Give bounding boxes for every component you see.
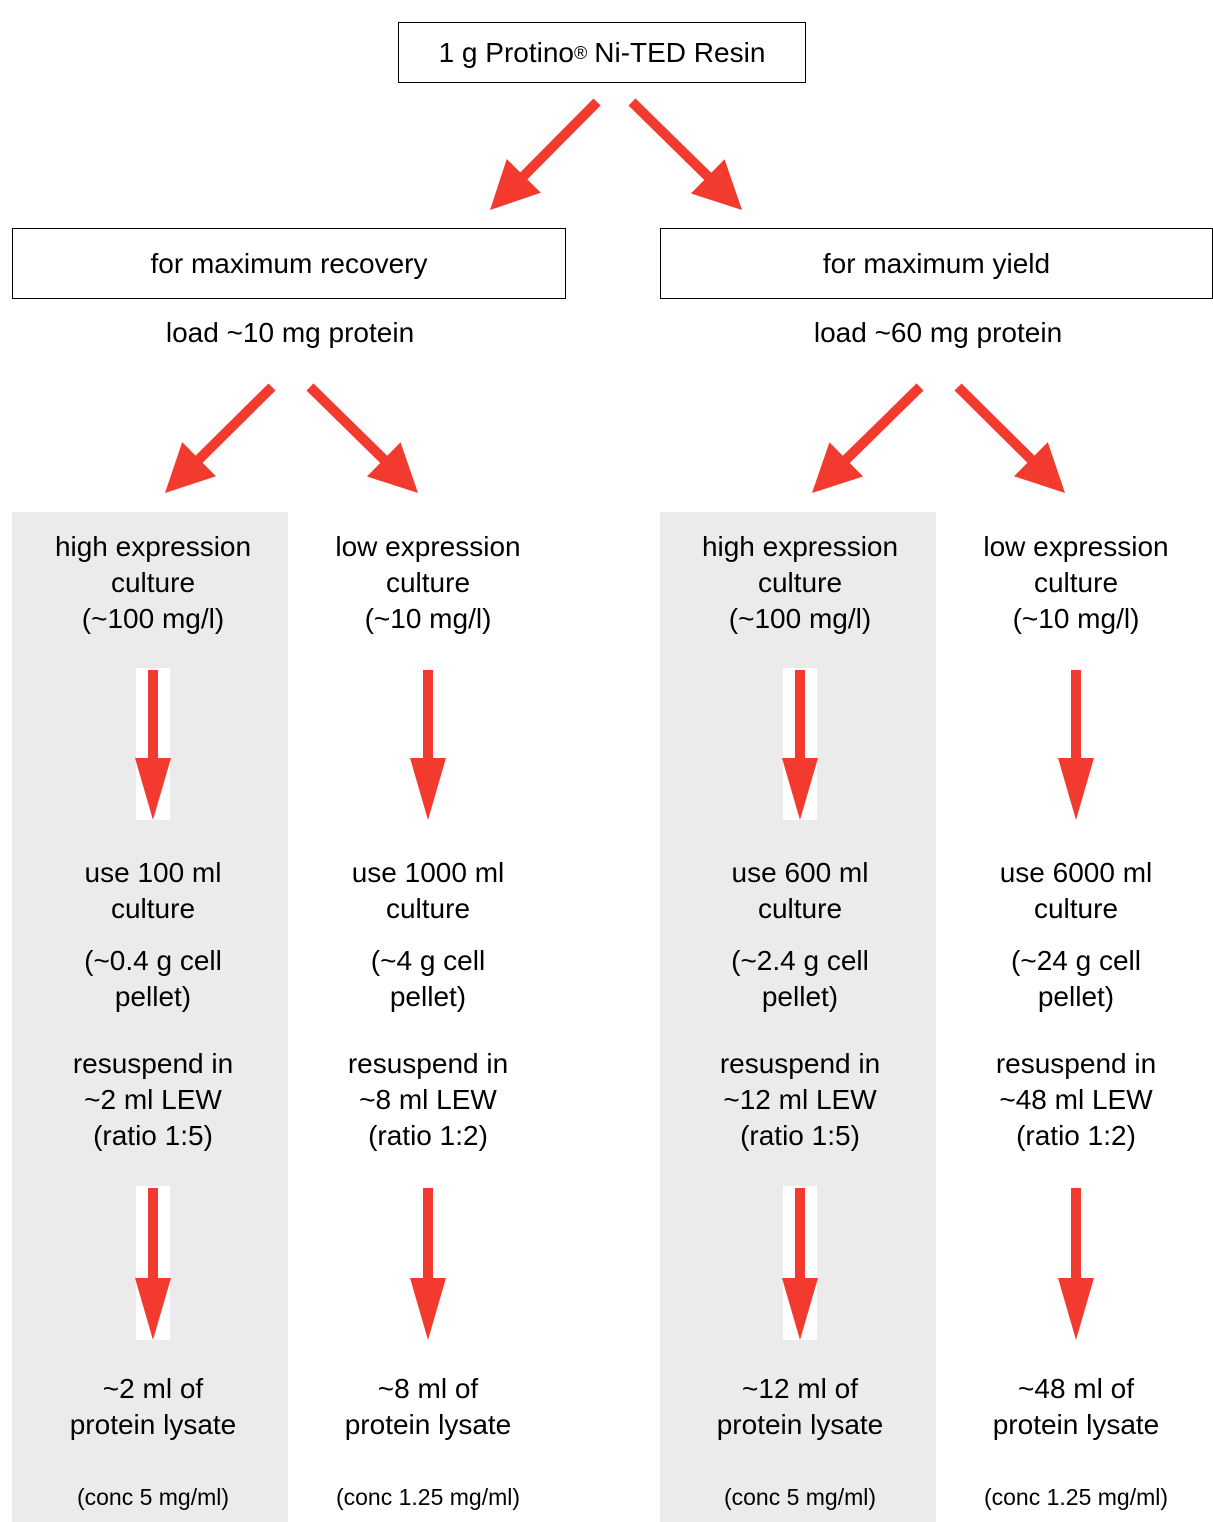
arrow bbox=[628, 98, 742, 210]
culture-text: (~100 mg/l) bbox=[81, 603, 225, 634]
volume-text: use 100 ml bbox=[84, 857, 222, 888]
pellet-text: (~24 g cell bbox=[1011, 945, 1141, 976]
volume-text: use 600 ml bbox=[731, 857, 869, 888]
culture-text: low expression bbox=[335, 531, 521, 562]
branch-box: for maximum recovery bbox=[12, 228, 566, 299]
resuspend-text: (ratio 1:2) bbox=[1016, 1120, 1136, 1151]
resuspend-text: resuspend in bbox=[719, 1048, 881, 1079]
resuspend-text: ~12 ml LEW bbox=[723, 1084, 877, 1115]
arrow bbox=[954, 383, 1065, 493]
lysate-text: protein lysate bbox=[69, 1409, 237, 1440]
arrow bbox=[135, 1188, 171, 1340]
resuspend-text: ~2 ml LEW bbox=[84, 1084, 222, 1115]
pellet-text: pellet) bbox=[389, 981, 467, 1012]
arrow bbox=[135, 670, 171, 820]
arrow bbox=[782, 1188, 818, 1340]
lysate-text: ~48 ml of bbox=[1018, 1373, 1134, 1404]
culture-text: (~10 mg/l) bbox=[1012, 603, 1140, 634]
culture-text: culture bbox=[757, 567, 843, 598]
volume-text: culture bbox=[1033, 893, 1119, 924]
resuspend-text: (ratio 1:2) bbox=[368, 1120, 488, 1151]
root-box: 1 g Protino ® Ni-TED Resin bbox=[398, 22, 806, 83]
arrow bbox=[1058, 670, 1094, 820]
culture-text: high expression bbox=[701, 531, 899, 562]
load-text: load ~60 mg protein bbox=[813, 317, 1063, 348]
arrow bbox=[410, 670, 446, 820]
conc-text: (conc 5 mg/ml) bbox=[76, 1484, 230, 1510]
volume-text: culture bbox=[757, 893, 843, 924]
arrow bbox=[1058, 1188, 1094, 1340]
branch-box: for maximum yield bbox=[660, 228, 1213, 299]
arrow bbox=[782, 670, 818, 820]
pellet-text: (~4 g cell bbox=[370, 945, 486, 976]
culture-text: low expression bbox=[983, 531, 1169, 562]
pellet-text: pellet) bbox=[1037, 981, 1115, 1012]
resuspend-text: resuspend in bbox=[72, 1048, 234, 1079]
root-text: Ni-TED Resin bbox=[594, 36, 766, 68]
arrow bbox=[410, 1188, 446, 1340]
pellet-text: (~0.4 g cell bbox=[84, 945, 222, 976]
arrow bbox=[165, 383, 276, 493]
resuspend-text: ~48 ml LEW bbox=[999, 1084, 1153, 1115]
volume-text: culture bbox=[385, 893, 471, 924]
resuspend-text: resuspend in bbox=[995, 1048, 1157, 1079]
lysate-text: protein lysate bbox=[992, 1409, 1160, 1440]
branch-label: for maximum yield bbox=[822, 247, 1051, 279]
resuspend-text: ~8 ml LEW bbox=[359, 1084, 497, 1115]
lysate-text: ~8 ml of bbox=[377, 1373, 479, 1404]
conc-text: (conc 1.25 mg/ml) bbox=[983, 1484, 1169, 1510]
volume-text: use 1000 ml bbox=[351, 857, 505, 888]
culture-text: high expression bbox=[54, 531, 252, 562]
lysate-text: protein lysate bbox=[716, 1409, 884, 1440]
culture-text: culture bbox=[110, 567, 196, 598]
resuspend-text: (ratio 1:5) bbox=[93, 1120, 213, 1151]
pellet-text: pellet) bbox=[761, 981, 839, 1012]
volume-text: use 6000 ml bbox=[999, 857, 1153, 888]
arrow bbox=[490, 98, 601, 210]
branch-label: for maximum recovery bbox=[150, 247, 428, 279]
resuspend-text: resuspend in bbox=[347, 1048, 509, 1079]
pellet-text: pellet) bbox=[114, 981, 192, 1012]
pellet-text: (~2.4 g cell bbox=[731, 945, 869, 976]
lysate-text: protein lysate bbox=[344, 1409, 512, 1440]
conc-text: (conc 1.25 mg/ml) bbox=[335, 1484, 521, 1510]
culture-text: culture bbox=[385, 567, 471, 598]
root-text: 1 g Protino bbox=[438, 36, 574, 68]
arrow bbox=[812, 383, 924, 493]
load-text: load ~10 mg protein bbox=[165, 317, 415, 348]
culture-text: (~10 mg/l) bbox=[364, 603, 492, 634]
culture-text: (~100 mg/l) bbox=[728, 603, 872, 634]
resuspend-text: (ratio 1:5) bbox=[740, 1120, 860, 1151]
conc-text: (conc 5 mg/ml) bbox=[723, 1484, 877, 1510]
culture-text: culture bbox=[1033, 567, 1119, 598]
arrow bbox=[306, 383, 418, 493]
lysate-text: ~2 ml of bbox=[102, 1373, 204, 1404]
lysate-text: ~12 ml of bbox=[742, 1373, 858, 1404]
volume-text: culture bbox=[110, 893, 196, 924]
